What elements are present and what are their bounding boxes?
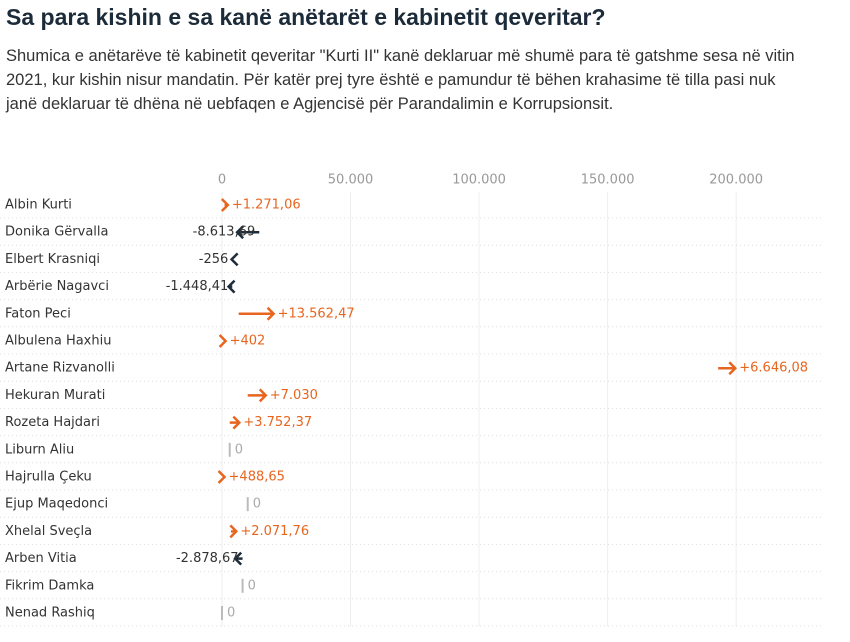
arrow-head: [229, 252, 239, 267]
value-label: -2.878,67: [176, 551, 239, 566]
value-label: +6.646,08: [739, 361, 808, 376]
change-arrow: [218, 334, 228, 348]
arrow-head: [233, 551, 243, 566]
change-arrow: [229, 252, 239, 267]
arrow-head: [217, 470, 227, 484]
arrow-head: [226, 279, 236, 294]
arrow-head: [232, 415, 242, 430]
arrow-head: [220, 198, 230, 212]
change-arrow: [718, 361, 738, 376]
change-arrow: [220, 198, 230, 212]
arrow-head: [258, 388, 268, 403]
category-label: Ejup Maqedonci: [5, 497, 108, 512]
category-label: Hekuran Murati: [5, 388, 105, 403]
value-label: +13.562,47: [278, 306, 355, 321]
category-label: Faton Peci: [5, 306, 71, 321]
value-label: +488,65: [229, 470, 285, 485]
x-tick-label: 100.000: [452, 173, 506, 188]
chart-subtitle: Shumica e anëtarëve të kabinetit qeverit…: [6, 47, 795, 113]
category-label: Nenad Rashiq: [5, 606, 95, 621]
category-label: Elbert Krasniqi: [5, 252, 100, 267]
value-label: 0: [248, 578, 256, 593]
category-label: Liburn Aliu: [5, 442, 74, 457]
category-label: Donika Gërvalla: [5, 225, 108, 240]
category-label: Fikrim Damka: [5, 578, 94, 593]
arrow-head: [229, 524, 239, 539]
category-label: Arbërie Nagavci: [5, 279, 109, 294]
category-label: Hajrulla Çeku: [5, 470, 92, 485]
category-label: Artane Rizvanolli: [5, 361, 115, 376]
value-label: 0: [235, 442, 243, 457]
change-arrow: [229, 524, 239, 539]
arrow-head: [266, 306, 276, 321]
value-label: 0: [253, 497, 261, 512]
category-label: Xhelal Sveçla: [5, 524, 92, 539]
arrow-head: [728, 361, 738, 376]
category-label: Albulena Haxhiu: [5, 334, 111, 349]
value-label: -8.613,69: [193, 225, 256, 240]
value-label: -256: [199, 252, 229, 267]
value-label: +1.271,06: [232, 198, 301, 213]
change-arrow: [217, 470, 227, 484]
x-tick-label: 0: [218, 173, 226, 188]
value-label: -1.448,41: [166, 279, 229, 294]
change-arrow: [247, 388, 268, 403]
x-tick-label: 150.000: [581, 173, 635, 188]
change-arrow: [229, 415, 242, 430]
x-tick-label: 200.000: [709, 173, 763, 188]
change-arrow: [233, 551, 243, 566]
value-label: +402: [230, 334, 266, 349]
arrow-head: [218, 334, 228, 348]
arrow-head: [235, 225, 245, 240]
value-label: +7.030: [270, 388, 318, 403]
chart-title: Sa para kishin e sa kanë anëtarët e kabi…: [6, 4, 606, 30]
category-label: Arben Vitia: [5, 551, 77, 566]
x-tick-label: 50.000: [328, 173, 374, 188]
change-arrow: [238, 306, 276, 321]
category-label: Albin Kurti: [5, 198, 72, 213]
category-label: Rozeta Hajdari: [5, 415, 100, 430]
value-label: +2.071,76: [240, 524, 309, 539]
change-arrow: [235, 225, 260, 240]
value-label: +3.752,37: [243, 415, 312, 430]
change-arrow: [226, 279, 236, 294]
value-label: 0: [227, 606, 235, 621]
